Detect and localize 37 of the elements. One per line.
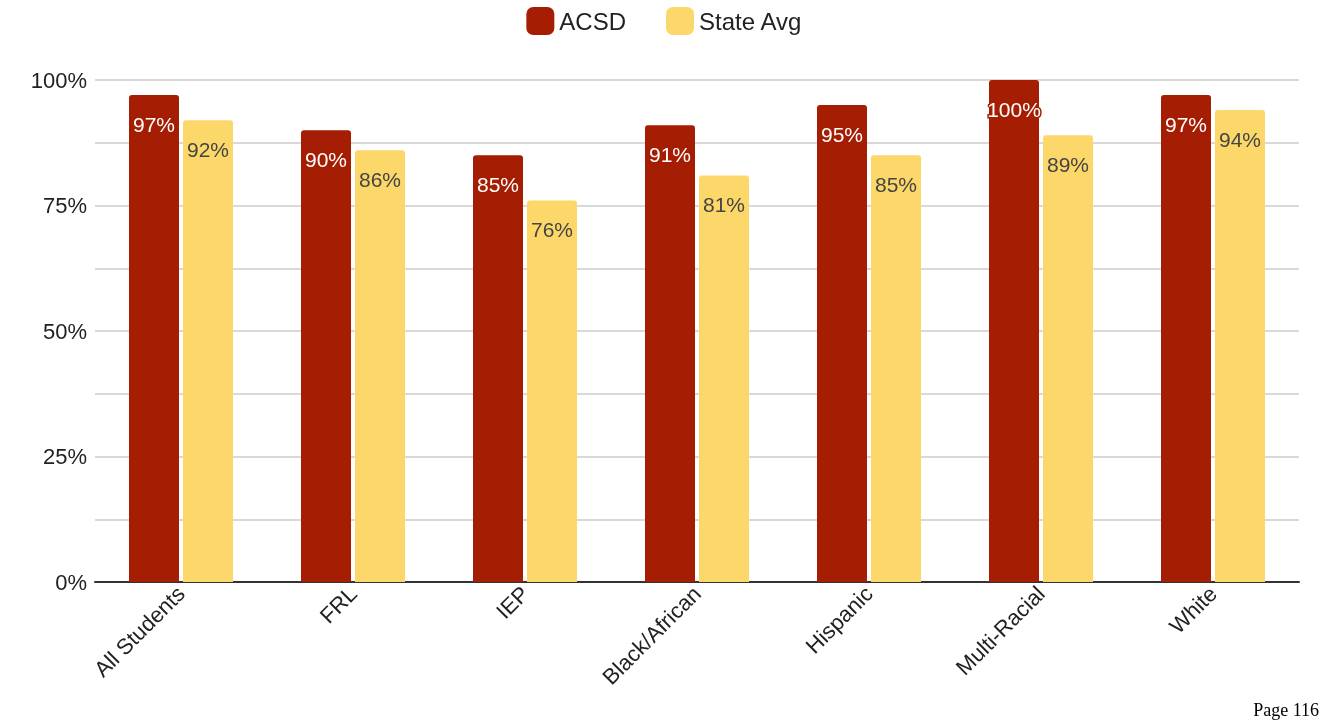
data-label: 94% <box>1218 128 1262 152</box>
bar <box>1161 95 1211 582</box>
data-label: 89% <box>1046 153 1090 177</box>
data-label: 85% <box>874 173 918 197</box>
bar <box>301 130 351 582</box>
data-label: 90% <box>304 148 348 172</box>
bar <box>473 155 523 582</box>
data-label: 97% <box>1164 113 1208 137</box>
legend-label: ACSD <box>559 7 627 35</box>
data-label: 95% <box>820 123 864 147</box>
bar <box>699 175 749 582</box>
bar <box>1043 135 1093 582</box>
y-tick-label: 50% <box>42 318 87 344</box>
data-label: 92% <box>186 138 230 162</box>
data-label: 85% <box>476 173 520 197</box>
bar <box>989 80 1039 582</box>
bar <box>129 95 179 582</box>
x-tick-label: IEP <box>491 581 534 624</box>
x-tick-label: FRL <box>314 581 362 629</box>
bar <box>355 150 405 582</box>
data-label: 97% <box>132 113 176 137</box>
bar <box>871 155 921 582</box>
bar <box>183 120 233 582</box>
data-label: 91% <box>648 143 692 167</box>
text: Page 116 <box>1253 700 1320 720</box>
bar <box>645 125 695 582</box>
data-label: 76% <box>530 218 574 242</box>
y-tick-label: 100% <box>30 67 87 93</box>
bar <box>817 105 867 582</box>
y-tick-label: 25% <box>42 444 87 469</box>
bar <box>1215 110 1265 582</box>
bar <box>527 200 577 582</box>
y-tick-label: 75% <box>42 193 87 218</box>
data-label: 86% <box>358 168 402 192</box>
legend-label: State Avg <box>699 7 802 35</box>
data-label: 81% <box>702 193 746 217</box>
y-tick-label: 0% <box>55 569 87 595</box>
